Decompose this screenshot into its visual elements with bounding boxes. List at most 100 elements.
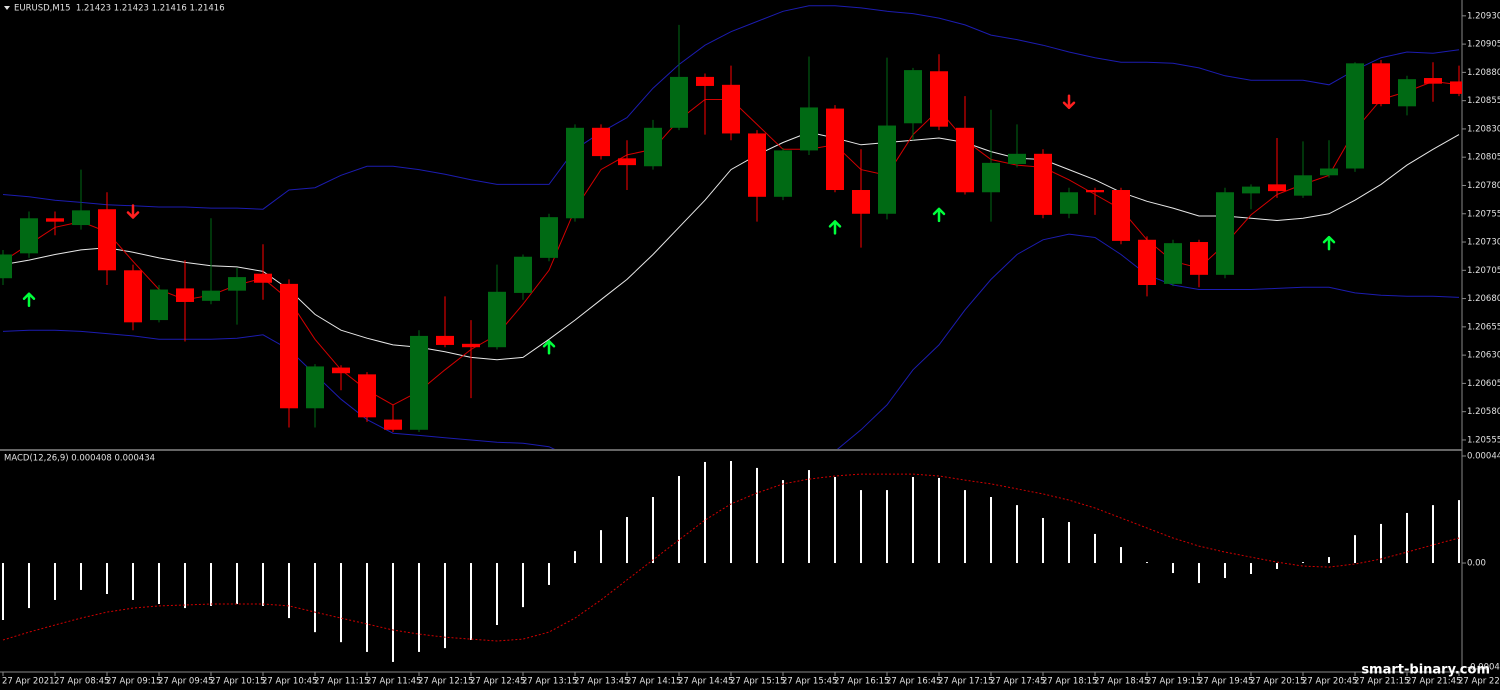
- candle-body: [696, 76, 714, 86]
- candle-body: [566, 127, 584, 219]
- buy-arrow: [828, 220, 842, 235]
- buy-arrow: [932, 207, 946, 223]
- candle-body: [644, 127, 662, 167]
- y-tick-label: 1.20705: [1467, 266, 1500, 276]
- candle-body: [722, 84, 740, 134]
- candle-body: [1372, 63, 1390, 105]
- candle-body: [150, 289, 168, 321]
- x-tick-label: 27 Apr 19:45: [1198, 677, 1253, 687]
- y-tick-label: 1.20830: [1467, 124, 1500, 134]
- x-tick-label: 27 Apr 16:15: [834, 677, 889, 687]
- x-tick-label: 27 Apr 13:15: [522, 677, 577, 687]
- candle-body: [852, 190, 870, 214]
- candle-body: [20, 218, 38, 254]
- y-tick-label: -0.000437: [1467, 663, 1500, 673]
- candle-body: [1060, 192, 1078, 214]
- y-tick-label: 1.20680: [1467, 294, 1500, 304]
- y-tick-label: 0.00: [1467, 559, 1486, 569]
- candle-body: [462, 343, 480, 348]
- y-tick-label: 1.20930: [1467, 11, 1500, 21]
- candle-body: [1164, 243, 1182, 284]
- candle-body: [748, 133, 766, 197]
- y-tick-label: 0.000449: [1467, 452, 1500, 462]
- candle-body: [878, 125, 896, 214]
- candle-body: [1242, 186, 1260, 194]
- candle-body: [124, 270, 142, 323]
- candle-body: [904, 70, 922, 124]
- x-tick-label: 27 Apr 17:45: [990, 677, 1045, 687]
- x-tick-label: 27 Apr 08:45: [54, 677, 109, 687]
- chart-title: EURUSD,M15 1.21423 1.21423 1.21416 1.214…: [14, 4, 225, 14]
- x-tick-label: 27 Apr 21:15: [1354, 677, 1409, 687]
- x-tick-label: 27 Apr 18:45: [1094, 677, 1149, 687]
- y-tick-label: 1.20780: [1467, 181, 1500, 191]
- y-tick-label: 1.20580: [1467, 407, 1500, 417]
- candle-body: [332, 367, 350, 374]
- candle-body: [930, 71, 948, 127]
- watermark: smart-binary.com: [1361, 663, 1490, 678]
- y-tick-label: 1.20605: [1467, 379, 1500, 389]
- candle-body: [1424, 78, 1442, 84]
- candle-body: [540, 217, 558, 258]
- price-panel: [0, 5, 1462, 449]
- x-tick-label: 27 Apr 12:15: [418, 677, 473, 687]
- x-tick-label: 27 Apr 22:15: [1458, 677, 1500, 687]
- macd-panel: [2, 461, 1460, 662]
- x-tick-label: 27 Apr 09:45: [158, 677, 213, 687]
- y-tick-label: 1.20655: [1467, 322, 1500, 332]
- candle-body: [202, 290, 220, 301]
- candle-body: [1398, 79, 1416, 107]
- candle-body: [1294, 175, 1312, 196]
- candle-body: [1346, 63, 1364, 169]
- x-tick-label: 27 Apr 09:15: [106, 677, 161, 687]
- x-tick-label: 27 Apr 21:45: [1406, 677, 1461, 687]
- buy-arrow: [22, 292, 36, 307]
- x-tick-label: 27 Apr 16:45: [886, 677, 941, 687]
- candle-body: [98, 209, 116, 271]
- x-tick-label: 27 Apr 20:15: [1250, 677, 1305, 687]
- candle-body: [670, 76, 688, 128]
- x-tick-label: 27 Apr 15:15: [730, 677, 785, 687]
- candle-body: [384, 419, 402, 430]
- buy-arrow: [1322, 235, 1336, 251]
- y-tick-label: 1.20630: [1467, 351, 1500, 361]
- x-tick-label: 27 Apr 11:15: [314, 677, 369, 687]
- candle-body: [1216, 192, 1234, 275]
- y-tick-label: 1.20555: [1467, 435, 1500, 445]
- x-tick-label: 27 Apr 17:15: [938, 677, 993, 687]
- candle-body: [1086, 190, 1104, 193]
- symbol-menu-triangle[interactable]: [4, 6, 10, 10]
- candle-body: [514, 256, 532, 293]
- candle-body: [0, 254, 12, 279]
- indicator-line: [2, 5, 1460, 210]
- candle-body: [1268, 184, 1286, 192]
- candle-body: [618, 158, 636, 166]
- buy-arrow: [542, 339, 556, 355]
- y-tick-label: 1.20730: [1467, 238, 1500, 248]
- candle-body: [982, 162, 1000, 193]
- y-tick-label: 1.20855: [1467, 96, 1500, 106]
- sell-arrow: [126, 204, 140, 219]
- candle-body: [72, 210, 90, 226]
- y-tick-label: 1.20880: [1467, 68, 1500, 78]
- y-tick-label: 1.20805: [1467, 153, 1500, 163]
- candle-body: [1138, 239, 1156, 286]
- x-tick-label: 27 Apr 11:45: [366, 677, 421, 687]
- macd-signal-line: [2, 473, 1460, 642]
- candle-body: [1008, 153, 1026, 164]
- x-tick-label: 27 Apr 14:15: [626, 677, 681, 687]
- x-tick-label: 27 Apr 19:15: [1146, 677, 1201, 687]
- candle-body: [592, 127, 610, 157]
- x-tick-label: 27 Apr 18:15: [1042, 677, 1097, 687]
- candle-body: [774, 150, 792, 197]
- macd-title: MACD(12,26,9) 0.000408 0.000434: [4, 454, 155, 464]
- y-tick-label: 1.20905: [1467, 40, 1500, 50]
- sell-arrow: [1062, 94, 1076, 110]
- candle-body: [826, 108, 844, 191]
- candle-body: [254, 273, 272, 283]
- candle-body: [410, 335, 428, 430]
- candle-body: [1320, 168, 1338, 176]
- y-tick-label: 1.20755: [1467, 209, 1500, 219]
